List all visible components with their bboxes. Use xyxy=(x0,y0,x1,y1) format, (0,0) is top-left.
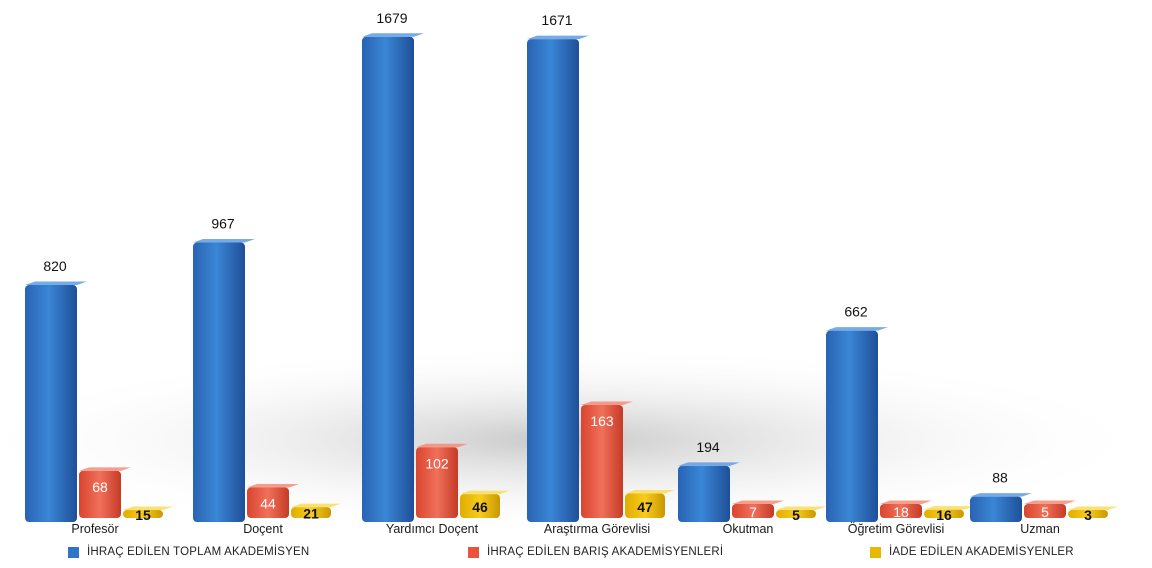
bar-top-reinstated-4 xyxy=(776,506,826,510)
value-label-reinstated-0: 15 xyxy=(135,507,151,523)
value-label-reinstated-5: 16 xyxy=(936,507,952,523)
bar-reinstated-5 xyxy=(924,509,964,518)
bar-peace-5 xyxy=(880,504,922,518)
bar-peace-4 xyxy=(732,504,774,518)
bar-top-reinstated-1 xyxy=(291,503,341,508)
bar-reinstated-6 xyxy=(1068,510,1108,518)
bar-peace-1 xyxy=(247,487,289,518)
value-label-peace-2: 102 xyxy=(425,455,449,471)
value-label-reinstated-3: 47 xyxy=(637,499,653,515)
bar-peace-0 xyxy=(79,470,121,518)
bar-total-4 xyxy=(678,465,730,522)
legend-item-total: İHRAÇ EDİLEN TOPLAM AKADEMİSYEN xyxy=(68,546,309,558)
bar-top-total-6 xyxy=(970,493,1032,497)
value-label-total-2: 1679 xyxy=(376,10,407,26)
bar-total-0 xyxy=(25,285,77,522)
bar-top-reinstated-6 xyxy=(1068,506,1118,510)
bar-peace-3 xyxy=(581,404,623,518)
bar-reinstated-4 xyxy=(776,510,816,518)
value-label-peace-3: 163 xyxy=(590,413,614,429)
category-label-2: Yardımcı Doçent xyxy=(386,522,479,536)
value-label-peace-0: 68 xyxy=(92,479,108,495)
legend-label-total: İHRAÇ EDİLEN TOPLAM AKADEMİSYEN xyxy=(87,546,310,558)
bar-top-peace-5 xyxy=(880,500,932,504)
value-label-total-0: 820 xyxy=(43,258,67,274)
bar-top-total-2 xyxy=(362,33,424,37)
legend-swatch-total xyxy=(68,546,79,558)
bar-reinstated-0 xyxy=(123,510,163,518)
bar-total-2 xyxy=(362,36,414,522)
category-label-5: Öğretim Görevlisi xyxy=(848,522,945,536)
chart-svg: 820 68 15 Profesör 967 44 21 Doçent 1679 102 46 Yar… xyxy=(0,10,1152,536)
value-label-total-1: 967 xyxy=(211,216,235,232)
legend-label-reinstated: İADE EDİLEN AKADEMİSYENLER xyxy=(889,546,1074,558)
bar-top-total-1 xyxy=(193,239,255,243)
value-label-peace-6: 5 xyxy=(1041,504,1049,520)
bar-peace-6 xyxy=(1024,504,1066,518)
bar-top-total-3 xyxy=(527,35,589,40)
value-label-peace-1: 44 xyxy=(260,495,276,511)
bar-top-peace-1 xyxy=(247,483,299,488)
legend: İHRAÇ EDİLEN TOPLAM AKADEMİSYEN İHRAÇ ED… xyxy=(0,538,1152,568)
bar-top-peace-3 xyxy=(581,401,633,405)
category-label-3: Araştırma Görevlisi xyxy=(544,522,650,536)
bar-total-3 xyxy=(527,39,579,523)
bar-top-reinstated-3 xyxy=(625,490,675,494)
bar-top-peace-2 xyxy=(416,443,468,448)
bar-reinstated-1 xyxy=(291,507,331,518)
value-label-total-4: 194 xyxy=(696,439,720,455)
bar-top-total-4 xyxy=(678,462,740,466)
category-label-4: Okutman xyxy=(723,522,774,536)
bar-top-total-5 xyxy=(826,327,888,331)
category-label-0: Profesör xyxy=(71,522,118,536)
bar-total-1 xyxy=(193,242,245,523)
legend-item-peace: İHRAÇ EDİLEN BARIŞ AKADEMİSYENLERİ xyxy=(468,546,723,558)
value-label-total-5: 662 xyxy=(844,304,868,320)
legend-label-peace: İHRAÇ EDİLEN BARIŞ AKADEMİSYENLERİ xyxy=(487,546,724,558)
category-label-1: Doçent xyxy=(243,522,283,536)
bar-reinstated-3 xyxy=(625,493,665,518)
bar-total-6 xyxy=(970,496,1022,522)
value-label-total-3: 1671 xyxy=(541,12,572,28)
bar-top-reinstated-0 xyxy=(123,506,173,510)
legend-item-reinstated: İADE EDİLEN AKADEMİSYENLER xyxy=(870,546,1074,558)
bar-reinstated-2 xyxy=(460,494,500,518)
bar-top-reinstated-2 xyxy=(460,490,510,495)
value-label-total-6: 88 xyxy=(992,470,1008,486)
value-label-peace-5: 18 xyxy=(893,504,909,520)
bar-top-reinstated-5 xyxy=(924,506,974,510)
bar-top-peace-6 xyxy=(1024,500,1076,504)
legend-swatch-reinstated xyxy=(870,546,881,558)
bar-total-5 xyxy=(826,330,878,522)
value-label-reinstated-1: 21 xyxy=(303,506,319,522)
value-label-peace-4: 7 xyxy=(749,504,757,520)
bar-top-peace-4 xyxy=(732,500,784,504)
bar-peace-2 xyxy=(416,447,458,518)
legend-swatch-peace xyxy=(468,546,479,558)
value-label-reinstated-4: 5 xyxy=(792,507,800,523)
bar-top-total-0 xyxy=(25,281,87,286)
value-label-reinstated-6: 3 xyxy=(1084,507,1092,523)
category-label-6: Uzman xyxy=(1020,522,1060,536)
value-label-reinstated-2: 46 xyxy=(472,499,488,515)
bar-top-peace-0 xyxy=(79,467,131,471)
